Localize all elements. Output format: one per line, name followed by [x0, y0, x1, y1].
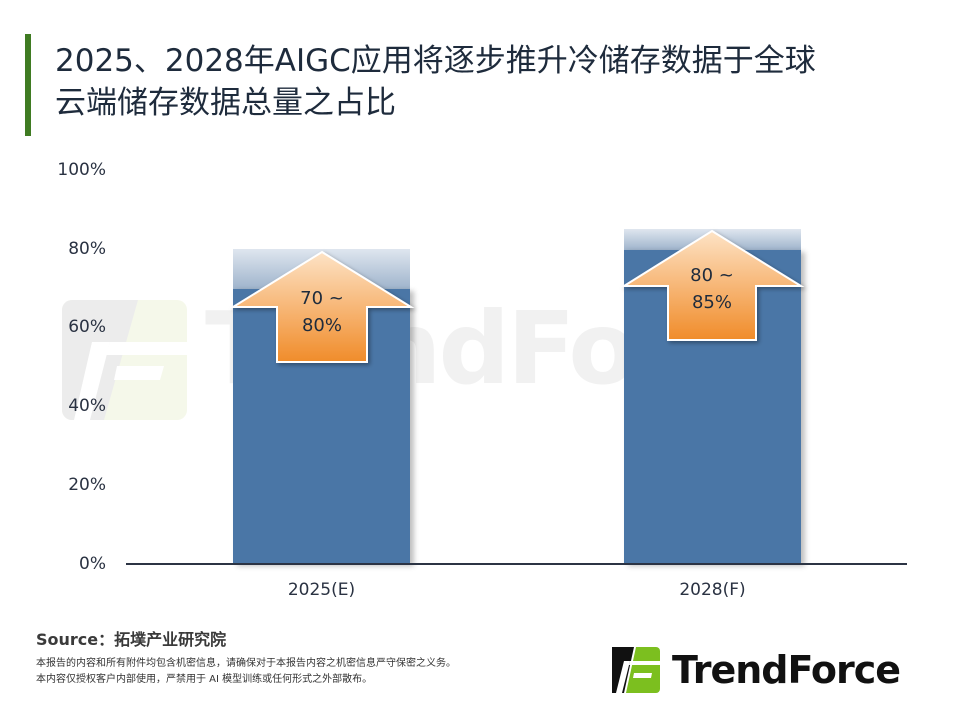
disclaimer-line-1: 本报告的内容和所有附件均包含机密信息，请确保对于本报告内容之机密信息严守保密之义…: [36, 658, 456, 669]
watermark-logo-icon: [62, 300, 187, 420]
brand-name: TrendForce: [672, 648, 901, 692]
up-arrow-icon-2025: [229, 250, 415, 363]
arrow-label-2028-line2: 85%: [691, 292, 732, 313]
chart-title-line-1: 2025、2028年AIGC应用将逐步推升冷储存数据于全球: [55, 43, 816, 79]
up-arrow-icon-2028: [620, 229, 805, 341]
arrow-label-2028-line1: 80 ~: [690, 265, 734, 286]
chart-title-line-2: 云端储存数据总量之占比: [55, 85, 396, 121]
y-tick-80: 80%: [68, 239, 106, 259]
disclaimer-line-2: 本内容仅授权客户内部使用，严禁用于 AI 模型训练或任何形式之外部散布。: [36, 674, 373, 685]
brand-logo: TrendForce: [612, 646, 901, 694]
arrow-label-2028: 80 ~ 85%: [668, 262, 756, 316]
arrow-label-2025-line1: 70 ~: [300, 288, 344, 309]
y-tick-40: 40%: [68, 396, 106, 416]
y-tick-0: 0%: [79, 554, 106, 574]
title-accent-bar: [25, 34, 31, 136]
arrow-label-2025: 70 ~ 80%: [277, 285, 367, 339]
x-axis-line: [126, 563, 907, 565]
x-tick-2025: 2025(E): [287, 580, 356, 600]
y-tick-100: 100%: [57, 160, 106, 180]
chart-title: 2025、2028年AIGC应用将逐步推升冷储存数据于全球 云端储存数据总量之占…: [55, 40, 935, 124]
arrow-label-2025-line2: 80%: [301, 315, 342, 336]
disclaimer: 本报告的内容和所有附件均包含机密信息，请确保对于本报告内容之机密信息严守保密之义…: [36, 656, 456, 688]
trendforce-logo-icon: [612, 647, 660, 693]
y-tick-20: 20%: [68, 475, 106, 495]
source-label: Source：拓墣产业研究院: [36, 630, 227, 649]
y-tick-60: 60%: [68, 317, 106, 337]
x-tick-2028: 2028(F): [679, 580, 746, 600]
